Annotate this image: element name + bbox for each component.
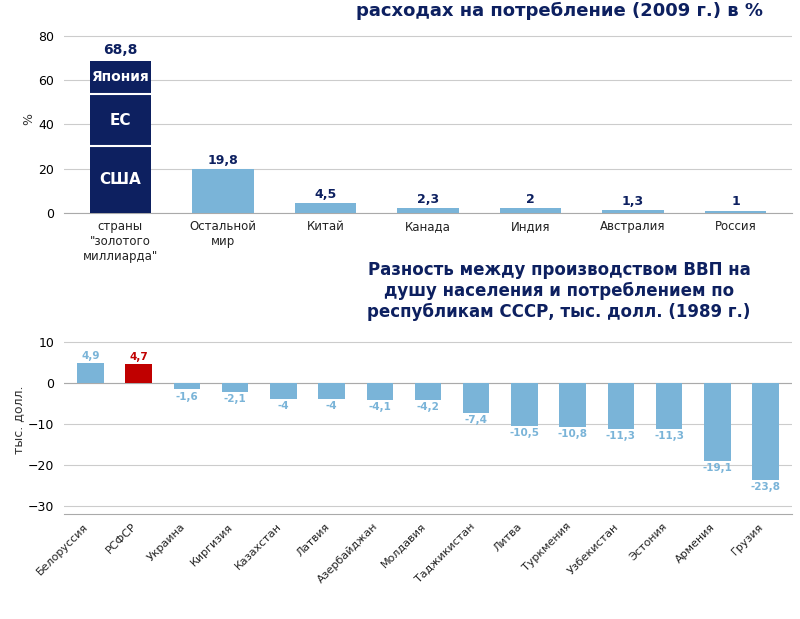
Bar xyxy=(414,383,442,400)
Bar xyxy=(270,383,297,399)
Text: -2,1: -2,1 xyxy=(224,394,246,404)
Text: -4: -4 xyxy=(326,401,338,412)
Text: -4,2: -4,2 xyxy=(417,402,439,412)
Bar xyxy=(294,203,356,213)
Text: 2: 2 xyxy=(526,193,535,206)
Text: -11,3: -11,3 xyxy=(654,431,684,441)
Y-axis label: %: % xyxy=(22,113,35,125)
Text: 4,7: 4,7 xyxy=(130,352,148,361)
Bar xyxy=(463,383,490,413)
Text: 19,8: 19,8 xyxy=(207,154,238,167)
Bar xyxy=(90,61,151,94)
Bar xyxy=(704,383,730,461)
Text: 68,8: 68,8 xyxy=(103,43,138,58)
Text: 4,9: 4,9 xyxy=(82,351,100,361)
Bar xyxy=(222,383,249,391)
Text: -7,4: -7,4 xyxy=(465,415,488,425)
Title: Разность между производством ВВП на
душу населения и потреблением по
республикам: Разность между производством ВВП на душу… xyxy=(367,261,750,321)
Text: -11,3: -11,3 xyxy=(606,431,636,441)
Bar xyxy=(126,364,152,383)
Bar xyxy=(398,208,458,213)
Bar xyxy=(192,169,254,213)
Text: США: США xyxy=(99,172,142,187)
Bar xyxy=(500,209,562,213)
Bar xyxy=(90,147,151,213)
Bar xyxy=(511,383,538,426)
Bar xyxy=(78,363,104,383)
Y-axis label: тыс. долл.: тыс. долл. xyxy=(12,386,25,454)
Text: -1,6: -1,6 xyxy=(175,391,198,402)
Bar xyxy=(174,383,200,389)
Bar xyxy=(318,383,345,399)
Text: 4,5: 4,5 xyxy=(314,188,337,201)
Text: -10,5: -10,5 xyxy=(510,428,539,438)
Bar xyxy=(366,383,393,400)
Text: ЕС: ЕС xyxy=(110,113,131,128)
Bar xyxy=(602,210,664,213)
Bar xyxy=(90,94,151,147)
Text: -4: -4 xyxy=(278,401,289,412)
Text: Япония: Япония xyxy=(91,70,150,84)
Bar xyxy=(607,383,634,429)
Bar xyxy=(559,383,586,427)
Text: 1: 1 xyxy=(731,196,740,209)
Text: -19,1: -19,1 xyxy=(702,463,732,473)
Bar xyxy=(752,383,778,480)
Title: Доля цивилизаций в мировых
расходах на потребление (2009 г.) в %: Доля цивилизаций в мировых расходах на п… xyxy=(355,0,762,20)
Text: -4,1: -4,1 xyxy=(368,402,391,412)
Bar xyxy=(656,383,682,429)
Text: 2,3: 2,3 xyxy=(417,193,439,206)
Bar xyxy=(705,210,766,213)
Text: -10,8: -10,8 xyxy=(558,429,588,439)
Text: 1,3: 1,3 xyxy=(622,195,644,208)
Text: -23,8: -23,8 xyxy=(750,482,781,492)
